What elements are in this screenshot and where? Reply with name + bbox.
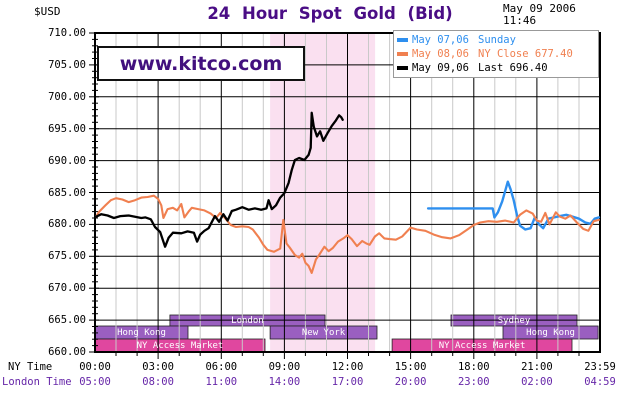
session-bar xyxy=(94,338,266,353)
legend-label: NY Close 677.40 xyxy=(478,48,573,60)
chart-legend: May 07,06 Sunday May 08,06 NY Close 677.40 M… xyxy=(393,30,599,78)
legend-marker-dash xyxy=(397,52,408,56)
legend-item: May 09,06 Last 696.40 xyxy=(397,61,598,75)
kitco-watermark-text: www.kitco.com xyxy=(119,52,283,75)
chart-timestamp: May 09 2006 11:46 xyxy=(503,3,576,27)
session-bar xyxy=(502,325,599,340)
legend-label: Last 696.40 xyxy=(478,62,548,74)
legend-label: Sunday xyxy=(478,34,516,46)
legend-item: May 07,06 Sunday xyxy=(397,33,598,47)
legend-item: May 08,06 NY Close 677.40 xyxy=(397,47,598,61)
prev-day-line xyxy=(95,194,600,274)
kitco-watermark-box: www.kitco.com xyxy=(97,46,305,81)
legend-date: May 08,06 xyxy=(412,48,469,60)
currency-unit-label: $USD xyxy=(34,5,61,18)
legend-marker-dash xyxy=(397,38,408,42)
chart-time: 11:46 xyxy=(503,14,537,27)
session-bar xyxy=(391,338,573,353)
current-day-line xyxy=(94,111,344,248)
session-bar xyxy=(269,325,378,340)
legend-date: May 09,06 xyxy=(412,62,469,74)
chart-title: 24 Hour Spot Gold (Bid) xyxy=(207,4,453,23)
chart-date: May 09 2006 xyxy=(503,2,576,15)
legend-date: May 07,06 xyxy=(412,34,469,46)
session-bar xyxy=(94,325,189,340)
legend-marker-dash xyxy=(397,66,408,70)
sunday-line xyxy=(426,180,601,231)
